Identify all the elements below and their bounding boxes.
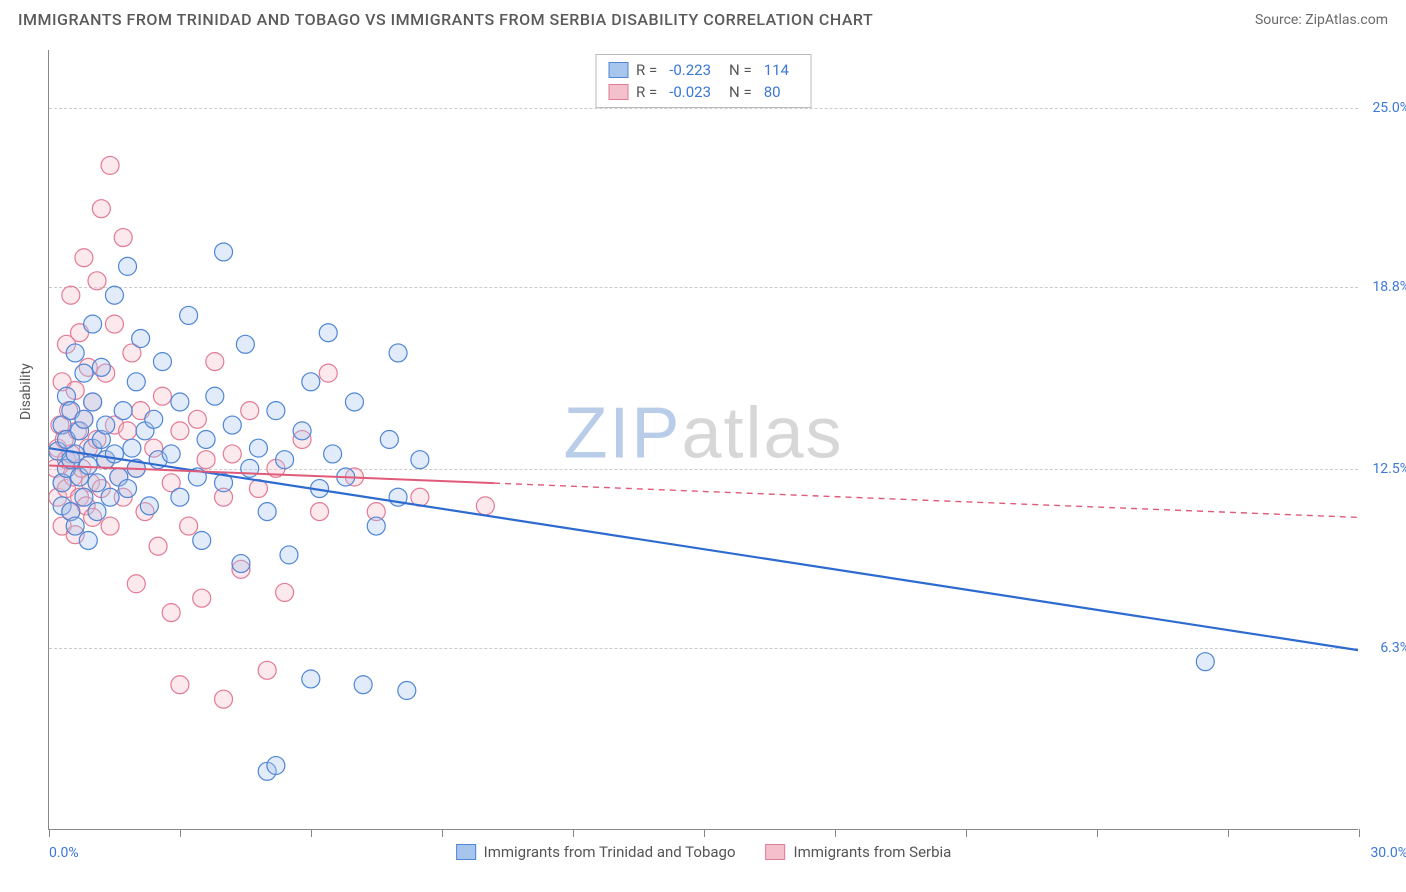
legend-item-2: Immigrants from Serbia (766, 843, 952, 861)
y-tick-label: 25.0% (1372, 100, 1406, 116)
y-tick-label: 18.8% (1372, 279, 1406, 295)
series-1-name: Immigrants from Trinidad and Tobago (484, 843, 736, 861)
r-label: R = (636, 83, 657, 101)
header: IMMIGRANTS FROM TRINIDAD AND TOBAGO VS I… (0, 0, 1406, 37)
swatch-series-2b (766, 844, 786, 860)
swatch-series-2 (608, 84, 628, 100)
plot-area: ZIPatlas 6.3%12.5%18.8%25.0% 0.0% 30.0% … (48, 50, 1358, 830)
r-label: R = (636, 61, 657, 79)
source-label: Source: ZipAtlas.com (1255, 12, 1388, 28)
series-legend: Immigrants from Trinidad and Tobago Immi… (456, 843, 952, 861)
r-value-2: -0.023 (669, 83, 711, 101)
n-label: N = (729, 83, 752, 101)
n-value-1: 114 (764, 61, 789, 79)
x-axis-max-label: 30.0% (1370, 845, 1406, 861)
y-tick-label: 6.3% (1380, 640, 1406, 656)
swatch-series-1 (608, 62, 628, 78)
r-value-1: -0.223 (669, 61, 711, 79)
swatch-series-1b (456, 844, 476, 860)
x-axis-min-label: 0.0% (49, 845, 79, 861)
n-value-2: 80 (764, 83, 781, 101)
y-tick-label: 12.5% (1372, 461, 1406, 477)
chart-title: IMMIGRANTS FROM TRINIDAD AND TOBAGO VS I… (18, 10, 873, 29)
n-label: N = (729, 61, 752, 79)
series-2-name: Immigrants from Serbia (794, 843, 952, 861)
y-axis-label: Disability (18, 363, 34, 420)
correlation-legend: R = -0.223 N = 114 R = -0.023 N = 80 (595, 54, 812, 108)
legend-item-1: Immigrants from Trinidad and Tobago (456, 843, 736, 861)
scatter-svg (49, 50, 1358, 829)
legend-row-2: R = -0.023 N = 80 (608, 81, 799, 103)
legend-row-1: R = -0.223 N = 114 (608, 59, 799, 81)
